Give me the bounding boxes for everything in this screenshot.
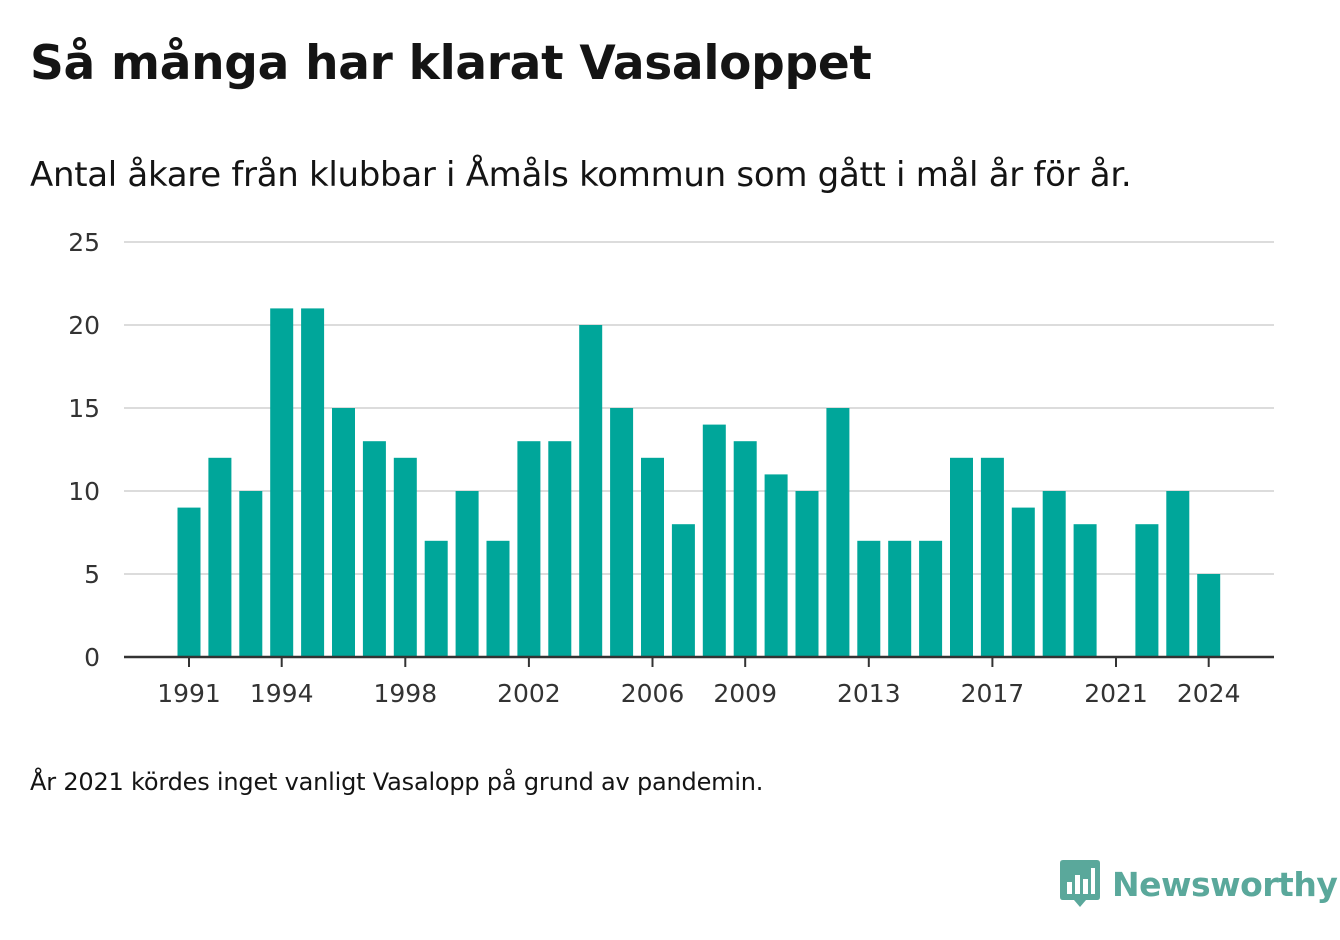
x-tick-label: 2017 — [961, 679, 1025, 708]
bar-1991 — [177, 507, 201, 657]
bar-2001 — [486, 540, 510, 657]
y-tick-label: 20 — [68, 311, 100, 340]
footnote: År 2021 kördes inget vanligt Vasalopp på… — [30, 768, 764, 796]
bar-2017 — [980, 457, 1004, 657]
bar-2009 — [733, 441, 757, 657]
x-tick-label: 2024 — [1177, 679, 1241, 708]
x-tick-label: 2021 — [1084, 679, 1148, 708]
x-tick-label: 1998 — [373, 679, 437, 708]
bar-2000 — [455, 491, 479, 657]
x-tick-label: 1994 — [250, 679, 314, 708]
bar-2024 — [1197, 574, 1221, 657]
bar-1994 — [270, 308, 294, 657]
brand: Newsworthy — [1060, 860, 1338, 908]
x-tick-label: 2006 — [621, 679, 685, 708]
bar-2018 — [1011, 507, 1035, 657]
bar-2016 — [950, 457, 973, 657]
bar-2004 — [579, 325, 603, 657]
bar-2008 — [702, 424, 726, 657]
bar-1997 — [362, 441, 386, 657]
y-tick-label: 5 — [84, 560, 100, 589]
bar-2011 — [795, 491, 819, 657]
y-tick-label: 0 — [84, 643, 100, 672]
bar-2022 — [1135, 524, 1159, 657]
bars — [177, 308, 1221, 657]
bar-2012 — [826, 408, 850, 657]
x-tick-label: 2013 — [837, 679, 901, 708]
chart-subtitle: Antal åkare från klubbar i Åmåls kommun … — [30, 155, 1132, 195]
bar-2003 — [548, 441, 572, 657]
x-tick-label: 2009 — [713, 679, 777, 708]
bar-1998 — [393, 457, 417, 657]
bar-2023 — [1166, 491, 1190, 657]
bar-1995 — [301, 308, 325, 657]
bar-2015 — [919, 540, 943, 657]
y-tick-label: 25 — [68, 228, 100, 257]
bar-2007 — [671, 524, 695, 657]
bar-2002 — [517, 441, 541, 657]
bar-1996 — [332, 408, 355, 657]
bar-2005 — [610, 408, 634, 657]
grid-lines — [124, 241, 1274, 575]
bar-2010 — [764, 474, 788, 657]
chart-title: Så många har klarat Vasaloppet — [30, 36, 872, 91]
brand-name: Newsworthy — [1112, 864, 1338, 904]
bar-2020 — [1073, 524, 1097, 657]
bar-chart: 0 5 10 15 20 25 1991 1994 1998 2002 2006 2009 2013 20… — [68, 228, 1274, 708]
y-tick-label: 15 — [68, 394, 100, 423]
bar-2014 — [888, 540, 912, 657]
newsworthy-logo-icon — [1060, 860, 1100, 907]
bar-2019 — [1042, 491, 1066, 657]
bar-1993 — [239, 491, 263, 657]
axes: 0 5 10 15 20 25 1991 1994 1998 2002 2006 2009 2013 20… — [68, 228, 1274, 708]
x-tick-label: 1991 — [157, 679, 221, 708]
x-tick-label: 2002 — [497, 679, 561, 708]
bar-1999 — [424, 540, 448, 657]
bar-2006 — [641, 457, 664, 657]
bar-2013 — [857, 540, 881, 657]
y-tick-label: 10 — [68, 477, 100, 506]
bar-1992 — [208, 457, 232, 657]
